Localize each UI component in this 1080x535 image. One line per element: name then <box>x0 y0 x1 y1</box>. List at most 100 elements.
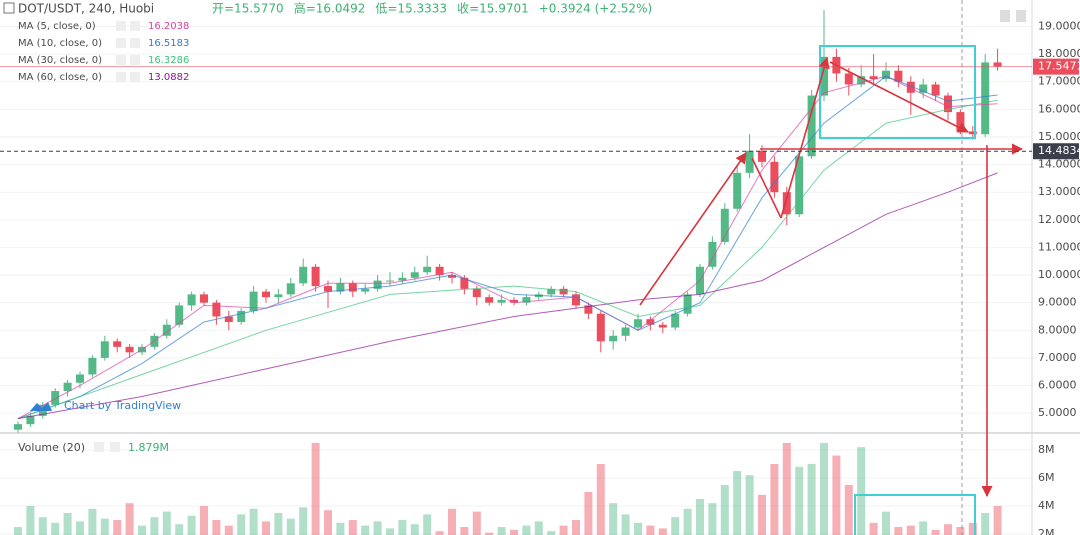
candle-body <box>26 415 35 425</box>
candle-body <box>857 76 866 85</box>
candle-body <box>472 288 481 298</box>
legend-icon[interactable] <box>130 38 140 48</box>
candle-body <box>410 272 419 278</box>
volume-bar <box>609 503 618 535</box>
volume-bar <box>113 520 122 535</box>
volume-bar <box>76 521 84 535</box>
y-tick-label: 15.0000 <box>1038 130 1080 143</box>
volume-bar <box>621 514 630 535</box>
icon[interactable] <box>1016 10 1026 22</box>
volume-bar <box>820 442 828 535</box>
candle-body <box>646 319 655 325</box>
volume-bar <box>386 528 394 535</box>
icon[interactable] <box>94 442 104 452</box>
y-tick-label: 9.0000 <box>1038 296 1077 309</box>
volume-bar <box>398 520 407 535</box>
candle-body <box>609 335 618 342</box>
candle-body <box>671 313 680 328</box>
candle-body <box>286 283 295 295</box>
candle-body <box>324 286 332 292</box>
candle-body <box>683 294 692 314</box>
candle-body <box>869 76 878 79</box>
watermark: Chart by TradingView <box>64 399 181 412</box>
candle-body <box>770 161 779 193</box>
candle-body <box>596 313 605 342</box>
candle-body <box>448 275 456 278</box>
volume-bar <box>745 475 754 535</box>
legend-icon[interactable] <box>130 72 140 82</box>
volume-bar <box>224 525 233 535</box>
volume-bar <box>249 508 258 535</box>
volume-bar <box>696 498 704 535</box>
volume-bar <box>720 484 729 535</box>
volume-bar <box>88 508 97 535</box>
volume-bar <box>274 513 283 535</box>
volume-bar <box>919 521 928 535</box>
candle-body <box>14 424 22 430</box>
y-tick-label: 11.0000 <box>1038 240 1080 253</box>
price-label: 17.5471 <box>1038 60 1080 73</box>
grid <box>0 26 1032 535</box>
volume-bar <box>348 520 357 535</box>
volume-bar <box>906 525 915 535</box>
candle-body <box>894 70 903 82</box>
collapse-icon[interactable] <box>3 2 15 14</box>
candle-body <box>423 266 432 273</box>
legend-icon[interactable] <box>116 38 126 48</box>
volume-bar <box>460 527 469 535</box>
legend-icon[interactable] <box>116 72 126 82</box>
volume-bar <box>51 522 60 535</box>
plot <box>14 9 1002 535</box>
price-label-bg <box>1033 143 1079 160</box>
header-stat: 低=15.3333 <box>375 2 447 16</box>
candle-body <box>931 84 940 96</box>
volume-bar <box>857 447 866 535</box>
volume-bar <box>534 521 543 535</box>
volume-bar <box>187 515 196 535</box>
y-tick-label: 12.0000 <box>1038 213 1080 226</box>
candle-body <box>584 305 593 314</box>
volume-bar <box>671 517 680 535</box>
candle-body <box>981 62 990 135</box>
volume-bar <box>200 505 208 535</box>
candle-body <box>559 288 568 295</box>
volume-bar <box>844 484 853 535</box>
candle-body <box>708 241 717 267</box>
candle-body <box>299 266 308 284</box>
candle-body <box>733 172 742 209</box>
candle-body <box>547 288 556 295</box>
volume-bar <box>658 528 667 535</box>
candle-body <box>658 324 667 328</box>
volume-bar <box>448 508 456 535</box>
candle-body <box>113 341 122 347</box>
legend-icon[interactable] <box>130 21 140 31</box>
y-tick-label: 14.0000 <box>1038 158 1080 171</box>
highlight-box <box>854 494 976 535</box>
volume-bar <box>968 522 977 535</box>
candle-body <box>162 324 171 336</box>
candle-body <box>435 266 444 276</box>
volume-bar <box>38 517 47 535</box>
icon[interactable] <box>110 442 120 452</box>
volume-bar <box>361 525 370 535</box>
header-stat: 收=15.9701 <box>457 2 529 16</box>
icon[interactable] <box>1000 10 1010 22</box>
volume-bar <box>485 532 494 535</box>
legend-icon[interactable] <box>116 21 126 31</box>
volume-bar <box>944 524 952 535</box>
legend-value: 16.3286 <box>148 55 189 66</box>
header: DOT/USDT, 240, Huobi 开=15.5770 高=16.0492 低… <box>3 1 1026 22</box>
legend-icon[interactable] <box>130 55 140 65</box>
y-tick-label: 18.0000 <box>1038 47 1080 60</box>
y-tick-label: 8M <box>1038 443 1055 456</box>
ma-line <box>17 99 998 420</box>
candle-body <box>100 341 109 358</box>
volume-bar <box>26 505 35 535</box>
volume-bar <box>336 522 345 535</box>
volume-bar <box>262 521 270 535</box>
watermark-logo <box>30 402 52 411</box>
candle-body <box>882 70 890 79</box>
symbol-title: DOT/USDT, 240, Huobi <box>18 2 154 16</box>
legend-icon[interactable] <box>116 55 126 65</box>
